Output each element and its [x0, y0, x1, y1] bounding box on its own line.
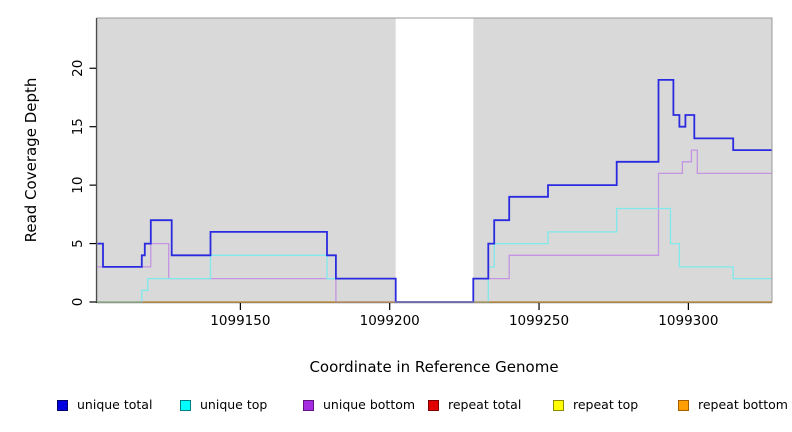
legend-item-repeat-top: repeat top: [553, 394, 638, 416]
legend-item-unique-top: unique top: [180, 394, 267, 416]
y-tick-label: 20: [70, 60, 86, 77]
coverage-plot-svg: 1099150 1099200 1099250 1099300 0 5 10 15 20 Coo…: [22, 17, 773, 376]
legend-swatch-unique-total: [57, 399, 68, 411]
y-tick-label: 0: [70, 298, 86, 307]
legend-swatch-unique-bottom: [303, 399, 314, 411]
coverage-gap-band: [395, 18, 474, 302]
x-axis-title: Coordinate in Reference Genome: [309, 358, 558, 376]
legend-swatch-repeat-total: [428, 399, 439, 411]
x-tick-label: 1099200: [360, 313, 420, 329]
legend-label: repeat bottom: [698, 397, 788, 412]
y-axis-title: Read Coverage Depth: [22, 78, 40, 243]
x-tick-label: 1099300: [658, 313, 718, 329]
x-tick-label: 1099150: [210, 313, 270, 329]
legend-swatch-repeat-top: [553, 399, 564, 411]
legend-swatch-repeat-bottom: [678, 399, 689, 411]
series-line-unique-total: [97, 79, 772, 303]
legend-item-unique-bottom: unique bottom: [303, 394, 415, 416]
y-tick-label: 15: [70, 118, 86, 135]
legend-label: unique bottom: [323, 397, 416, 412]
plot-panel-border: [96, 17, 773, 303]
x-tick-label: 1099250: [509, 313, 569, 329]
legend-item-unique-total: unique total: [57, 394, 152, 416]
legend: unique total unique top unique bottom repea…: [0, 394, 792, 420]
series-line-unique-top: [97, 207, 772, 303]
legend-label: unique top: [200, 397, 268, 412]
coverage-plot: 1099150 1099200 1099250 1099300 0 5 10 15 20 Coo…: [22, 17, 773, 376]
legend-label: repeat top: [573, 397, 639, 412]
legend-label: unique total: [77, 397, 153, 412]
legend-item-repeat-total: repeat total: [428, 394, 521, 416]
y-tick-label: 5: [70, 239, 86, 248]
legend-swatch-unique-top: [180, 399, 191, 411]
y-tick-label: 10: [70, 177, 86, 194]
series-line-unique-bottom: [97, 149, 772, 303]
legend-item-repeat-bottom: repeat bottom: [678, 394, 788, 416]
legend-label: repeat total: [448, 397, 522, 412]
